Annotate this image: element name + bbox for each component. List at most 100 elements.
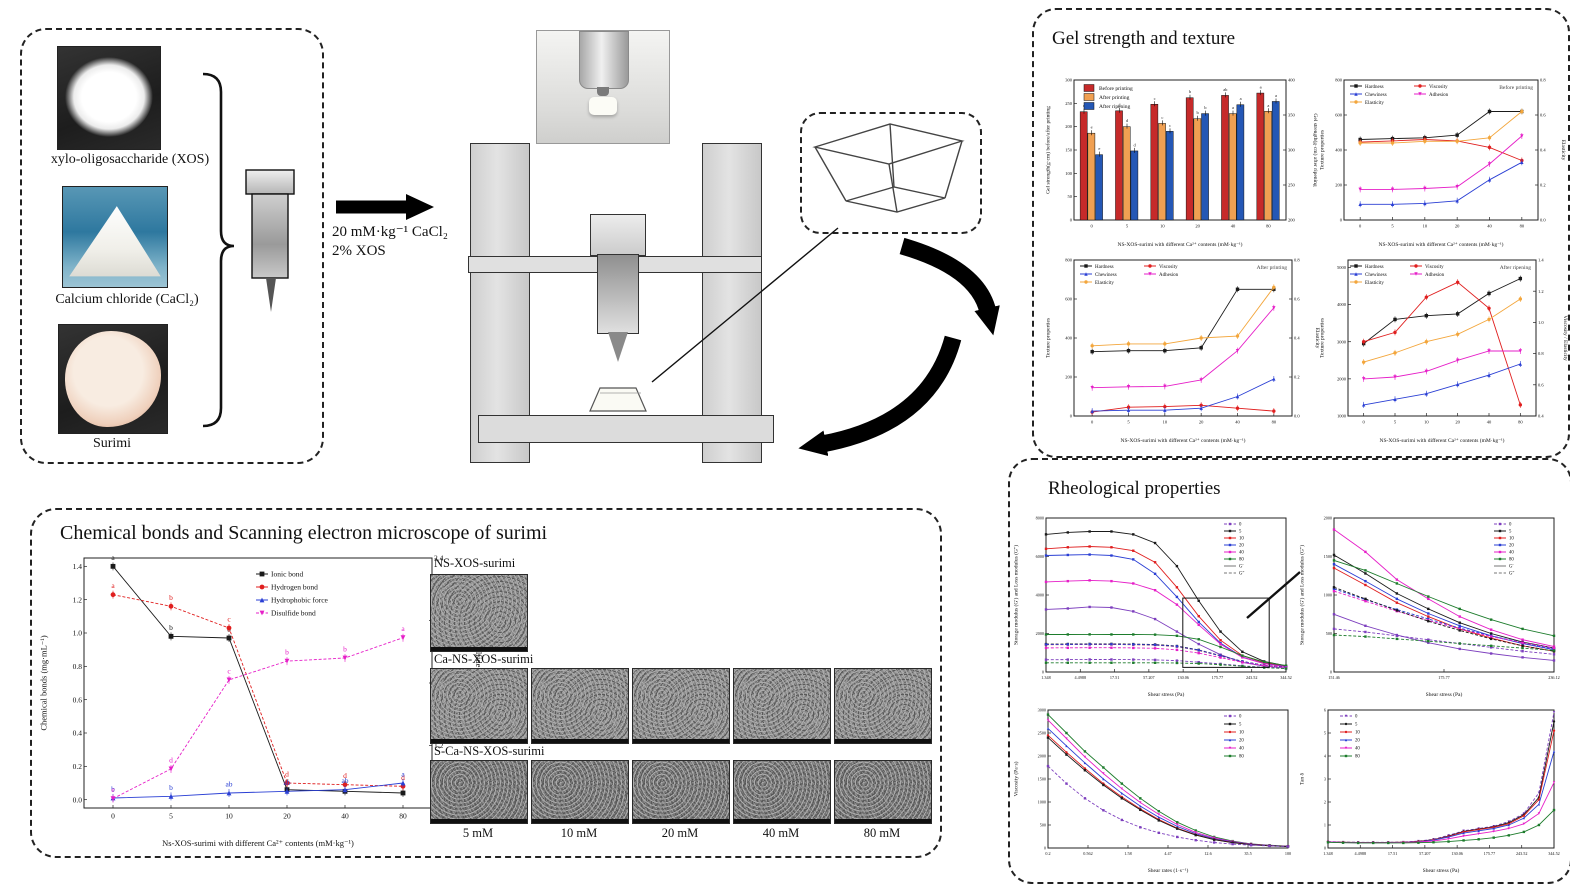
- printed-object: [589, 387, 647, 412]
- svg-text:After ripening: After ripening: [1099, 103, 1131, 110]
- svg-text:Chewiness: Chewiness: [1365, 93, 1387, 98]
- sem-image: [834, 668, 932, 744]
- svg-text:Elasticity: Elasticity: [1560, 140, 1566, 161]
- svg-text:NS-XOS-surimi with different C: NS-XOS-surimi with different Ca²⁺ conten…: [1380, 437, 1505, 444]
- svg-text:20: 20: [1239, 739, 1244, 744]
- chart-texture-after-ripening: 1000 2000 3000 4000 5000 0.4 0.6 0.8 1.0 1.2 1.4 0 5…: [1320, 258, 1569, 444]
- svg-text:10: 10: [1239, 731, 1244, 736]
- svg-text:80: 80: [1266, 224, 1271, 229]
- svg-text:80: 80: [1520, 224, 1525, 229]
- svg-text:0: 0: [1042, 669, 1044, 674]
- svg-text:80: 80: [1509, 558, 1514, 563]
- svg-text:80: 80: [1518, 420, 1523, 425]
- sem-row3-label: S-Ca-NS-XOS-surimi: [434, 744, 545, 758]
- svg-text:10: 10: [1355, 731, 1360, 736]
- svg-text:5: 5: [1239, 530, 1242, 535]
- svg-text:c: c: [1169, 123, 1171, 128]
- svg-text:500: 500: [1040, 822, 1046, 827]
- svg-text:80: 80: [1355, 755, 1360, 760]
- svg-text:Shear stress (Pa): Shear stress (Pa): [1148, 691, 1185, 698]
- svg-text:8000: 8000: [1036, 515, 1044, 520]
- svg-text:1000: 1000: [1038, 799, 1046, 804]
- svg-text:1.348: 1.348: [1041, 675, 1050, 680]
- svg-text:130.06: 130.06: [1451, 851, 1463, 856]
- chemical-panel-title: Chemical bonds and Scanning electron mic…: [60, 522, 548, 544]
- svg-text:1000: 1000: [1324, 592, 1332, 597]
- svg-text:Texture properties: Texture properties: [1320, 130, 1326, 170]
- svg-text:0.0: 0.0: [1294, 414, 1300, 419]
- svg-text:Storage modulus (G′) and Loss: Storage modulus (G′) and Loss modulus (G…: [1013, 545, 1020, 645]
- svg-text:150: 150: [1065, 148, 1073, 153]
- svg-text:17.51: 17.51: [1110, 675, 1119, 680]
- svg-text:40: 40: [1355, 747, 1360, 752]
- svg-text:0.6: 0.6: [1294, 297, 1300, 302]
- svg-text:1.0: 1.0: [73, 629, 83, 638]
- svg-text:80: 80: [1272, 420, 1277, 425]
- printed-shape-box: [800, 112, 982, 234]
- svg-text:b: b: [111, 785, 115, 794]
- svg-text:Gel strength(g·cm) before/afte: Gel strength(g·cm) before/after printing: [1045, 106, 1052, 194]
- svg-text:100: 100: [1285, 851, 1291, 856]
- chart-texture-after-printing: 0 200 400 600 800 0.0 0.2 0.4 0.6 0.8 0 5 10 20 40 80 NS…: [1046, 258, 1321, 444]
- svg-text:Viscosity / Elasticity: Viscosity / Elasticity: [1562, 315, 1568, 361]
- sem-col-label: 40 mM: [762, 826, 800, 840]
- svg-text:0.8: 0.8: [73, 662, 83, 671]
- svg-text:Adhesion: Adhesion: [1429, 93, 1449, 98]
- chart-chemical-bonds: 0.00.20.40.60.81.01.21.40.81.21.62.02.40…: [39, 553, 485, 848]
- svg-text:Before printing: Before printing: [1099, 85, 1133, 92]
- svg-text:Viscosity: Viscosity: [1425, 265, 1444, 270]
- svg-text:Shear stress (Pa): Shear stress (Pa): [1426, 691, 1463, 698]
- svg-text:0.0: 0.0: [73, 795, 83, 804]
- svg-text:4.4988: 4.4988: [1355, 851, 1367, 856]
- svg-text:0.6: 0.6: [1538, 382, 1544, 387]
- svg-text:a: a: [401, 770, 405, 779]
- svg-text:a: a: [401, 624, 405, 633]
- svg-text:5: 5: [1126, 224, 1129, 229]
- svg-text:0: 0: [1044, 845, 1046, 850]
- svg-text:250: 250: [1065, 101, 1073, 106]
- sem-image: [430, 668, 528, 744]
- svg-text:4.4988: 4.4988: [1075, 675, 1087, 680]
- svg-text:After printing: After printing: [1099, 94, 1130, 101]
- printer-nozzle: [608, 332, 628, 362]
- svg-text:Hardness: Hardness: [1095, 265, 1114, 270]
- svg-text:40: 40: [1509, 551, 1514, 556]
- sem-row1-label: NS-XOS-surimi: [434, 556, 516, 570]
- svg-text:300: 300: [1065, 78, 1073, 83]
- svg-text:0.4: 0.4: [1538, 414, 1544, 419]
- svg-text:2: 2: [1324, 799, 1326, 804]
- svg-text:200: 200: [1065, 375, 1073, 380]
- svg-text:10: 10: [1163, 420, 1168, 425]
- svg-text:10: 10: [1160, 224, 1165, 229]
- svg-text:5000: 5000: [1337, 265, 1347, 270]
- svg-text:80: 80: [399, 812, 407, 821]
- flow-arrow-down-left: [798, 335, 962, 457]
- svg-text:5: 5: [1127, 420, 1130, 425]
- svg-text:12.6: 12.6: [1204, 851, 1211, 856]
- cacl2-cone: [69, 206, 161, 277]
- svg-text:200: 200: [1335, 183, 1343, 188]
- svg-text:50: 50: [1068, 194, 1073, 199]
- svg-text:35.5: 35.5: [1244, 851, 1251, 856]
- xos-powder-blob: [65, 57, 153, 137]
- cacl2-photo: [62, 186, 168, 288]
- svg-text:20: 20: [1355, 739, 1360, 744]
- svg-text:G′: G′: [1239, 565, 1244, 570]
- svg-text:e: e: [111, 785, 115, 794]
- svg-text:350: 350: [1288, 113, 1296, 118]
- svg-text:1000: 1000: [1337, 414, 1347, 419]
- svg-text:40: 40: [341, 812, 349, 821]
- svg-text:Chewiness: Chewiness: [1365, 273, 1387, 278]
- svg-text:Adhesion: Adhesion: [1159, 273, 1179, 278]
- svg-text:2.4: 2.4: [434, 554, 444, 563]
- svg-text:c: c: [1154, 96, 1156, 101]
- svg-text:0.4: 0.4: [73, 729, 83, 738]
- svg-text:0.0: 0.0: [1540, 218, 1546, 223]
- svg-text:a: a: [1260, 85, 1262, 90]
- svg-text:40: 40: [1487, 224, 1492, 229]
- svg-text:d: d: [1134, 142, 1137, 147]
- svg-text:Viscosity (Pa·s): Viscosity (Pa·s): [1013, 761, 1020, 796]
- svg-text:0.6: 0.6: [73, 695, 83, 704]
- svg-text:17.51: 17.51: [1388, 851, 1397, 856]
- svg-text:100: 100: [1065, 171, 1073, 176]
